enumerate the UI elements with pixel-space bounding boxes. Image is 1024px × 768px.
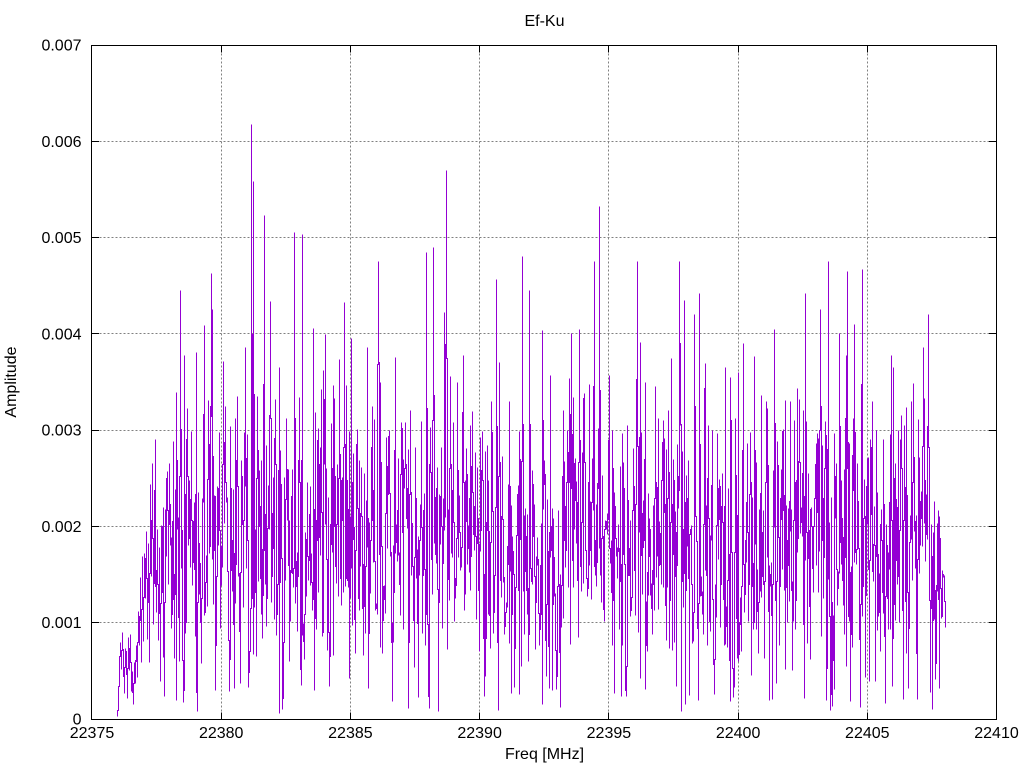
svg-text:0.007: 0.007 (41, 38, 81, 55)
svg-text:22400: 22400 (716, 725, 761, 742)
svg-text:22395: 22395 (587, 725, 632, 742)
svg-text:22405: 22405 (845, 725, 890, 742)
svg-text:0.006: 0.006 (41, 134, 81, 151)
svg-text:Freq [MHz]: Freq [MHz] (505, 746, 584, 763)
svg-text:22380: 22380 (199, 725, 244, 742)
svg-text:22390: 22390 (457, 725, 502, 742)
svg-text:0: 0 (73, 712, 82, 729)
svg-text:22385: 22385 (328, 725, 373, 742)
svg-text:Ef-Ku: Ef-Ku (524, 13, 564, 30)
svg-text:0.004: 0.004 (41, 326, 81, 343)
svg-text:0.005: 0.005 (41, 230, 81, 247)
svg-text:0.002: 0.002 (41, 519, 81, 536)
svg-text:22410: 22410 (974, 725, 1019, 742)
svg-text:Amplitude: Amplitude (3, 346, 20, 417)
svg-text:0.001: 0.001 (41, 615, 81, 632)
svg-text:0.003: 0.003 (41, 423, 81, 440)
svg-text:22375: 22375 (70, 725, 115, 742)
